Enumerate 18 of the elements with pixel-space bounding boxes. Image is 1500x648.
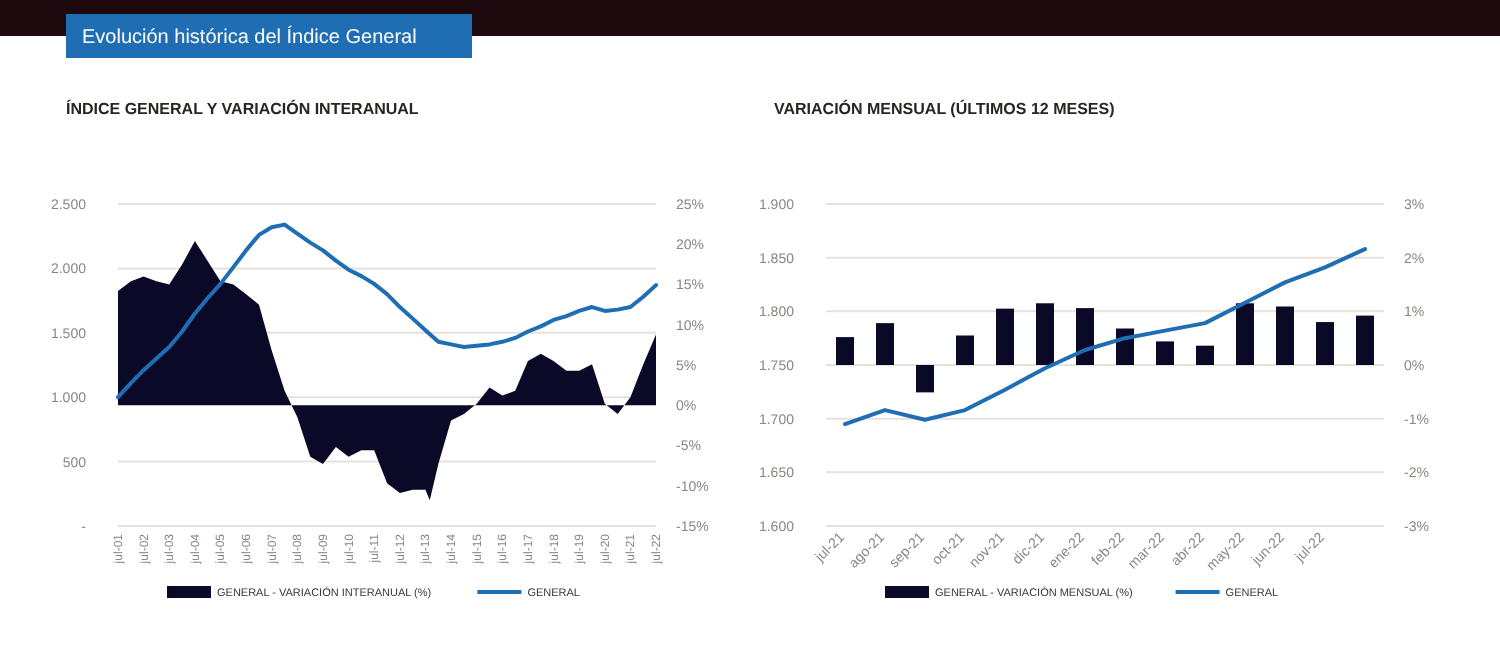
bar xyxy=(996,308,1014,365)
bar xyxy=(1276,306,1294,365)
bar xyxy=(1156,341,1174,365)
bar xyxy=(1356,315,1374,365)
bar xyxy=(916,365,934,393)
bar xyxy=(836,337,854,365)
bar xyxy=(956,335,974,365)
bar xyxy=(1196,345,1214,365)
chart-title: ÍNDICE GENERAL Y VARIACIÓN INTERANUAL xyxy=(66,98,419,118)
bar xyxy=(876,323,894,365)
bar xyxy=(1036,303,1054,365)
line-series xyxy=(843,247,1367,427)
text: Evolución histórica del Índice General xyxy=(82,25,417,49)
bar xyxy=(1076,308,1094,365)
line-series xyxy=(116,222,658,400)
chart-title: VARIACIÓN MENSUAL (ÚLTIMOS 12 MESES) xyxy=(774,98,1116,118)
bar xyxy=(1236,303,1254,365)
bar xyxy=(1316,322,1334,365)
